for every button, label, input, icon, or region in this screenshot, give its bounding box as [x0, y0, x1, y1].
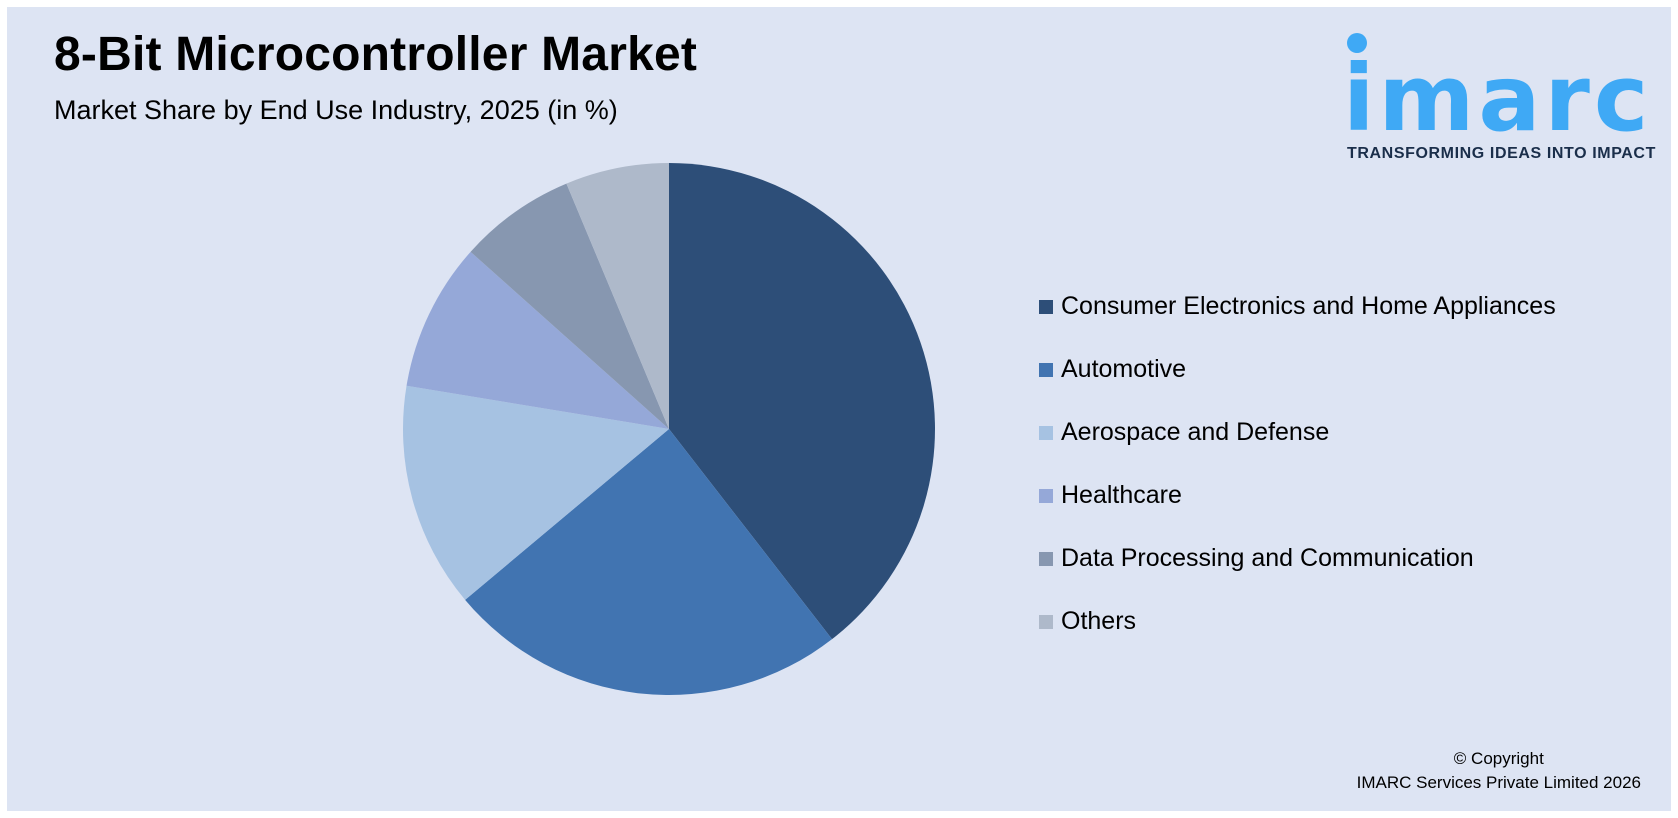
logo-wordmark: imarc — [1343, 45, 1653, 152]
pie-slice-2 — [402, 385, 669, 600]
legend-swatch-2 — [1039, 425, 1053, 440]
legend-item-4: Data Processing and Communication — [1039, 527, 1556, 590]
legend-item-2: Aerospace and Defense — [1039, 401, 1556, 464]
pie-slice-5 — [566, 163, 669, 429]
legend-swatch-5 — [1039, 614, 1053, 629]
chart-legend: Consumer Electronics and Home Appliances… — [1039, 275, 1556, 653]
legend-item-5: Others — [1039, 590, 1556, 653]
logo-tagline: TRANSFORMING IDEAS INTO IMPACT — [1347, 145, 1656, 162]
imarc-logo: imarc TRANSFORMING IDEAS INTO IMPACT — [1343, 29, 1663, 169]
legend-swatch-0 — [1039, 299, 1053, 314]
legend-swatch-1 — [1039, 362, 1053, 377]
legend-label-1: Automotive — [1061, 355, 1187, 383]
legend-label-5: Others — [1061, 607, 1137, 635]
legend-label-3: Healthcare — [1061, 481, 1182, 509]
copyright-line-2: IMARC Services Private Limited 2026 — [1356, 773, 1641, 792]
chart-title: 8-Bit Microcontroller Market — [54, 28, 698, 81]
logo-dot-icon — [1347, 33, 1367, 53]
legend-label-2: Aerospace and Defense — [1061, 418, 1330, 446]
legend-item-1: Automotive — [1039, 338, 1556, 401]
legend-swatch-3 — [1039, 488, 1053, 503]
chart-subtitle: Market Share by End Use Industry, 2025 (… — [54, 95, 618, 125]
pie-slice-4 — [470, 183, 669, 429]
legend-label-0: Consumer Electronics and Home Appliances — [1061, 292, 1556, 320]
copyright-line-1: © Copyright — [1453, 749, 1544, 768]
legend-label-4: Data Processing and Communication — [1061, 544, 1474, 572]
legend-swatch-4 — [1039, 551, 1053, 566]
legend-item-3: Healthcare — [1039, 464, 1556, 527]
copyright-notice: © Copyright IMARC Services Private Limit… — [1357, 747, 1641, 795]
legend-item-0: Consumer Electronics and Home Appliances — [1039, 275, 1556, 338]
pie-slice-3 — [406, 251, 669, 429]
pie-chart — [402, 163, 935, 695]
pie-slice-1 — [465, 429, 833, 695]
chart-card: 8-Bit Microcontroller Market Market Shar… — [7, 7, 1671, 811]
pie-slice-0 — [669, 163, 935, 640]
